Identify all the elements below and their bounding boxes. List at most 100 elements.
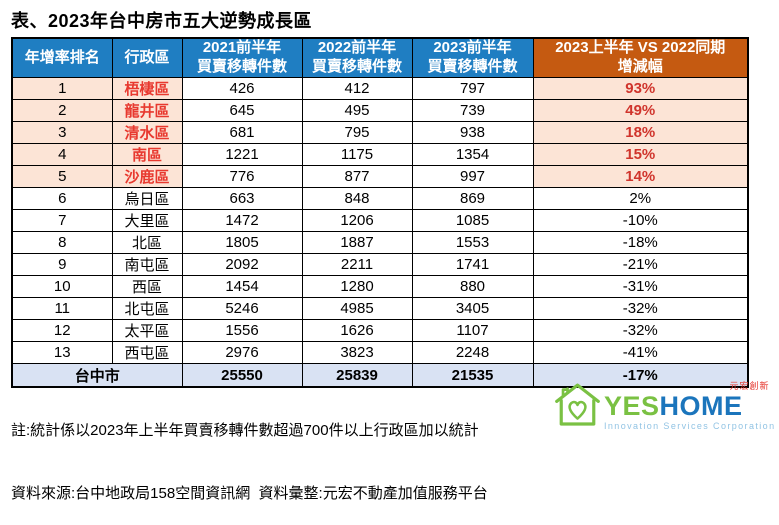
- count-2023-cell: 880: [411, 275, 534, 298]
- district-cell: 太平區: [111, 319, 183, 342]
- rank-cell: 7: [11, 209, 113, 232]
- count-2023-cell: 1107: [411, 319, 534, 342]
- table-row: 10 西區 1454 1280 880 -31%: [11, 275, 749, 298]
- district-cell: 南屯區: [111, 253, 183, 276]
- footnotes: 註:統計係以2023年上半年買賣移轉件數超過700件以上行政區加以統計 資料來源…: [11, 378, 488, 525]
- table-row: 2 龍井區 645 495 739 49%: [11, 99, 749, 122]
- count-2021-cell: 1472: [181, 209, 303, 232]
- district-cell: 大里區: [111, 209, 183, 232]
- count-2021-cell: 2976: [181, 341, 303, 364]
- count-2022-cell: 1206: [301, 209, 413, 232]
- count-2022-cell: 1280: [301, 275, 413, 298]
- rank-cell: 5: [11, 165, 113, 188]
- count-2023-cell: 1085: [411, 209, 534, 232]
- change-cell: -10%: [532, 209, 749, 232]
- col-header-district: 行政區: [111, 37, 183, 78]
- yeshome-logo: 元宏創新 YESHOME Innovation Services Corpora…: [554, 382, 775, 433]
- change-cell: -32%: [532, 319, 749, 342]
- col-header-2021: 2021前半年 買賣移轉件數: [181, 37, 303, 78]
- count-2023-cell: 1741: [411, 253, 534, 276]
- count-2021-cell: 426: [181, 77, 303, 100]
- change-cell: -18%: [532, 231, 749, 254]
- change-cell: -21%: [532, 253, 749, 276]
- change-cell: -41%: [532, 341, 749, 364]
- district-cell: 北屯區: [111, 297, 183, 320]
- count-2021-cell: 1454: [181, 275, 303, 298]
- district-cell: 清水區: [111, 121, 183, 144]
- district-cell: 龍井區: [111, 99, 183, 122]
- house-heart-icon: [554, 382, 601, 433]
- change-cell: 93%: [532, 77, 749, 100]
- rank-cell: 2: [11, 99, 113, 122]
- total-row: 台中市 25550 25839 21535 -17%: [11, 363, 749, 388]
- count-2022-cell: 1626: [301, 319, 413, 342]
- count-2021-cell: 5246: [181, 297, 303, 320]
- table-row: 3 清水區 681 795 938 18%: [11, 121, 749, 144]
- col-header-rank: 年增率排名: [11, 37, 113, 78]
- count-2021-cell: 645: [181, 99, 303, 122]
- change-cell: -32%: [532, 297, 749, 320]
- count-2022-cell: 1175: [301, 143, 413, 166]
- col-header-change: 2023上半年 VS 2022同期 增減幅: [532, 37, 749, 78]
- count-2021-cell: 2092: [181, 253, 303, 276]
- table-row: 5 沙鹿區 776 877 997 14%: [11, 165, 749, 188]
- rank-cell: 10: [11, 275, 113, 298]
- count-2022-cell: 3823: [301, 341, 413, 364]
- count-2021-cell: 681: [181, 121, 303, 144]
- count-2023-cell: 739: [411, 99, 534, 122]
- table-row: 8 北區 1805 1887 1553 -18%: [11, 231, 749, 254]
- total-2021-cell: 25550: [181, 363, 303, 388]
- table-row: 4 南區 1221 1175 1354 15%: [11, 143, 749, 166]
- count-2022-cell: 2211: [301, 253, 413, 276]
- table-row: 12 太平區 1556 1626 1107 -32%: [11, 319, 749, 342]
- district-cell: 烏日區: [111, 187, 183, 210]
- district-cell: 西屯區: [111, 341, 183, 364]
- count-2023-cell: 1553: [411, 231, 534, 254]
- count-2021-cell: 1805: [181, 231, 303, 254]
- count-2023-cell: 938: [411, 121, 534, 144]
- change-cell: 49%: [532, 99, 749, 122]
- count-2023-cell: 3405: [411, 297, 534, 320]
- table-row: 1 梧棲區 426 412 797 93%: [11, 77, 749, 100]
- rank-cell: 6: [11, 187, 113, 210]
- logo-tagline: Innovation Services Corporation: [604, 421, 776, 431]
- data-table: 年增率排名 行政區 2021前半年 買賣移轉件數 2022前半年 買賣移轉件數 …: [11, 37, 749, 388]
- count-2023-cell: 869: [411, 187, 534, 210]
- change-cell: 18%: [532, 121, 749, 144]
- count-2022-cell: 412: [301, 77, 413, 100]
- district-cell: 北區: [111, 231, 183, 254]
- logo-chinese-label: 元宏創新: [729, 381, 770, 391]
- change-cell: 15%: [532, 143, 749, 166]
- change-cell: -31%: [532, 275, 749, 298]
- change-cell: 14%: [532, 165, 749, 188]
- col-header-2022: 2022前半年 買賣移轉件數: [301, 37, 413, 78]
- rank-cell: 13: [11, 341, 113, 364]
- table-row: 13 西屯區 2976 3823 2248 -41%: [11, 341, 749, 364]
- total-label-cell: 台中市: [11, 363, 183, 388]
- header-row: 年增率排名 行政區 2021前半年 買賣移轉件數 2022前半年 買賣移轉件數 …: [11, 37, 749, 78]
- change-cell: 2%: [532, 187, 749, 210]
- count-2023-cell: 797: [411, 77, 534, 100]
- district-cell: 沙鹿區: [111, 165, 183, 188]
- total-2023-cell: 21535: [411, 363, 534, 388]
- count-2023-cell: 1354: [411, 143, 534, 166]
- count-2022-cell: 495: [301, 99, 413, 122]
- count-2021-cell: 1556: [181, 319, 303, 342]
- count-2021-cell: 663: [181, 187, 303, 210]
- col-header-2023: 2023前半年 買賣移轉件數: [411, 37, 534, 78]
- footnote-method: 註:統計係以2023年上半年買賣移轉件數超過700件以上行政區加以統計: [11, 422, 479, 439]
- count-2022-cell: 4985: [301, 297, 413, 320]
- count-2021-cell: 776: [181, 165, 303, 188]
- district-cell: 西區: [111, 275, 183, 298]
- page-title: 表、2023年台中房市五大逆勢成長區: [11, 11, 313, 31]
- count-2022-cell: 1887: [301, 231, 413, 254]
- rank-cell: 9: [11, 253, 113, 276]
- logo-yes-text: YES: [604, 391, 660, 421]
- rank-cell: 12: [11, 319, 113, 342]
- table-row: 7 大里區 1472 1206 1085 -10%: [11, 209, 749, 232]
- count-2023-cell: 2248: [411, 341, 534, 364]
- total-change-cell: -17%: [532, 363, 749, 388]
- rank-cell: 4: [11, 143, 113, 166]
- rank-cell: 11: [11, 297, 113, 320]
- count-2022-cell: 848: [301, 187, 413, 210]
